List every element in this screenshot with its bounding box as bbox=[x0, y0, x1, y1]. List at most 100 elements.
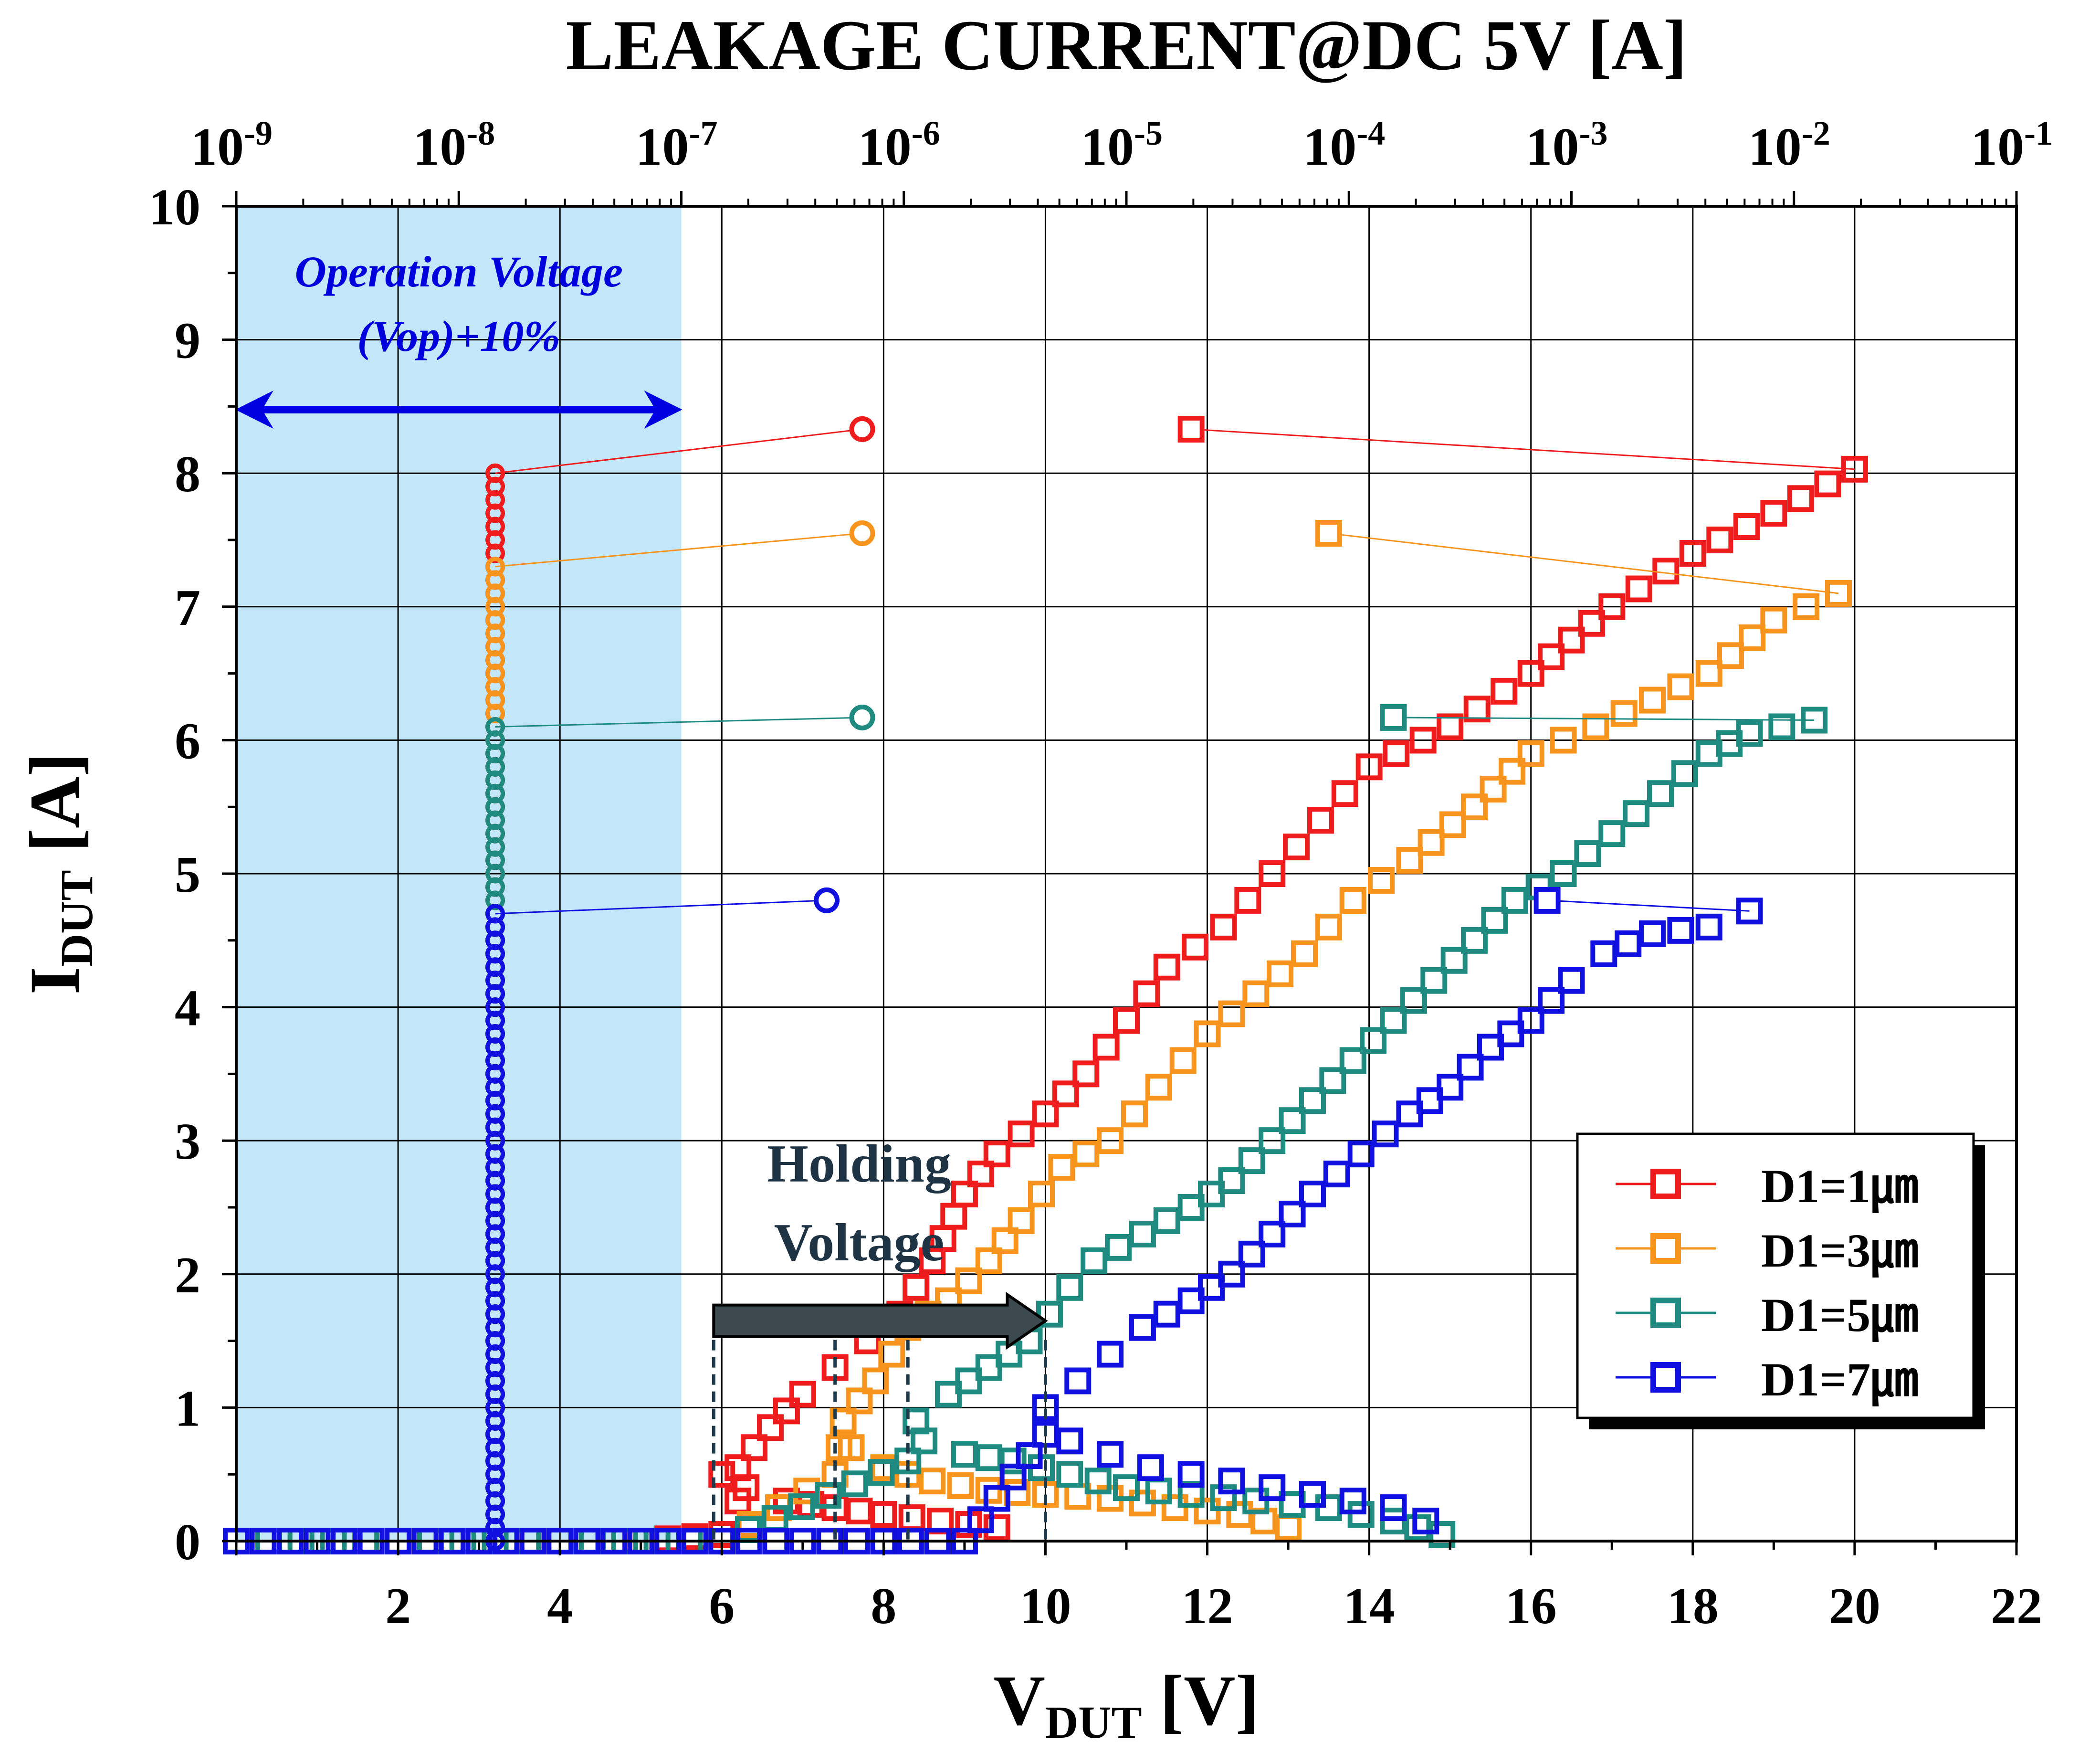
iv-point bbox=[1480, 775, 1507, 803]
iv-point bbox=[1841, 455, 1868, 483]
iv-point bbox=[1194, 1020, 1221, 1047]
iv-point bbox=[1291, 940, 1318, 967]
iv-point bbox=[1598, 820, 1626, 847]
legend-item: D1=1㎛ bbox=[1616, 1160, 1918, 1214]
iv-point bbox=[1081, 1247, 1108, 1274]
iv-point bbox=[983, 1141, 1010, 1168]
operation-label-line1: Operation Voltage bbox=[295, 247, 623, 296]
iv-point bbox=[1145, 1074, 1172, 1101]
failure-circle bbox=[849, 520, 875, 547]
legend-marker bbox=[1650, 1362, 1681, 1393]
iv-point bbox=[1578, 610, 1605, 637]
iv-point bbox=[830, 1407, 857, 1435]
iv-point bbox=[967, 1161, 994, 1188]
holding-label-line2: Voltage bbox=[774, 1213, 945, 1272]
iv-point bbox=[1733, 513, 1760, 540]
iv-point bbox=[1550, 860, 1577, 887]
iv-point bbox=[1639, 920, 1666, 947]
x-tick-label: 20 bbox=[1829, 1578, 1880, 1635]
iv-point bbox=[1133, 980, 1160, 1007]
iv-point bbox=[1461, 927, 1488, 954]
iv-point bbox=[1182, 933, 1209, 961]
legend-marker bbox=[1650, 1169, 1681, 1199]
iv-point bbox=[1825, 580, 1852, 607]
iv-point bbox=[1400, 987, 1427, 1014]
x-axis-title: VDUT [V] bbox=[994, 1661, 1260, 1748]
iv-point bbox=[955, 1267, 982, 1294]
top-tick-label: 10-5 bbox=[1081, 114, 1163, 177]
iv-point bbox=[1739, 624, 1766, 652]
failure-square-link bbox=[1328, 532, 1839, 594]
failure-square bbox=[1315, 520, 1342, 547]
iv-point bbox=[1671, 760, 1698, 787]
series-4 bbox=[223, 887, 1763, 1554]
iv-point bbox=[1036, 1300, 1063, 1328]
iv-point bbox=[1238, 1147, 1265, 1174]
iv-point bbox=[1679, 539, 1706, 567]
top-tick-label: 10-1 bbox=[1971, 114, 2053, 177]
iv-point bbox=[1064, 1367, 1092, 1395]
iv-point bbox=[1736, 720, 1763, 747]
iv-point bbox=[1383, 740, 1410, 767]
iv-point bbox=[999, 1463, 1027, 1490]
iv-point bbox=[1491, 677, 1518, 705]
holding-label-line1: Holding bbox=[767, 1134, 951, 1194]
legend-label: D1=7㎛ bbox=[1761, 1353, 1918, 1407]
iv-point bbox=[841, 1470, 868, 1498]
iv-point bbox=[1008, 1120, 1035, 1148]
iv-point bbox=[1097, 1341, 1124, 1368]
iv-point bbox=[1347, 1141, 1375, 1168]
snapback-point bbox=[898, 1504, 925, 1532]
legend-marker bbox=[1650, 1298, 1681, 1328]
iv-point bbox=[1667, 673, 1694, 700]
snapback-point bbox=[975, 1444, 1002, 1471]
failure-link-line bbox=[495, 428, 862, 474]
top-tick-label: 10-6 bbox=[858, 114, 940, 177]
iv-point bbox=[1008, 1207, 1035, 1234]
iv-point bbox=[757, 1414, 784, 1441]
iv-point bbox=[788, 1493, 815, 1521]
iv-point bbox=[1121, 1100, 1148, 1128]
y-axis-title: IDUT [A] bbox=[15, 753, 102, 995]
snapback-point bbox=[975, 1477, 1002, 1504]
iv-point bbox=[1558, 626, 1585, 654]
iv-point bbox=[1319, 1067, 1346, 1094]
legend-label: D1=3㎛ bbox=[1761, 1224, 1918, 1278]
iv-point bbox=[1437, 1074, 1464, 1101]
iv-point bbox=[1463, 696, 1491, 723]
iv-point bbox=[868, 1459, 895, 1486]
iv-point bbox=[1339, 1047, 1366, 1074]
iv-point bbox=[1238, 1240, 1265, 1268]
failure-circle bbox=[849, 416, 875, 442]
x-tick-label: 16 bbox=[1505, 1578, 1557, 1635]
iv-point bbox=[1457, 1054, 1484, 1081]
iv-point bbox=[1315, 913, 1342, 940]
iv-point bbox=[789, 1381, 816, 1408]
iv-point bbox=[1153, 1207, 1180, 1234]
leakage-point bbox=[485, 463, 505, 483]
iv-point bbox=[1218, 1167, 1245, 1194]
x-tick-label: 22 bbox=[1991, 1578, 2042, 1635]
top-tick-label: 10-3 bbox=[1526, 114, 1608, 177]
iv-point bbox=[1092, 1034, 1120, 1061]
iv-point bbox=[1028, 1181, 1055, 1208]
operation-label-line2: (Vop)+10% bbox=[357, 312, 561, 360]
iv-point bbox=[1538, 987, 1565, 1014]
annotation-layer: Operation Voltage (Vop)+10% Holding Voltage bbox=[235, 247, 1048, 1541]
snapback-point bbox=[947, 1472, 974, 1499]
iv-point bbox=[967, 1506, 994, 1533]
snapback-point bbox=[983, 1514, 1010, 1542]
y-tick-label: 9 bbox=[175, 313, 200, 370]
iv-point bbox=[1259, 1127, 1286, 1154]
y-tick-label: 5 bbox=[175, 846, 200, 903]
iv-point bbox=[1652, 558, 1680, 585]
iv-point bbox=[1052, 1080, 1079, 1108]
snapback-point bbox=[846, 1498, 873, 1525]
iv-point bbox=[1717, 642, 1744, 669]
y-tick-label: 7 bbox=[175, 580, 200, 636]
iv-point bbox=[1234, 887, 1261, 914]
iv-point bbox=[1615, 930, 1642, 957]
y-tick-label: 8 bbox=[175, 446, 200, 503]
iv-point bbox=[1307, 807, 1334, 834]
